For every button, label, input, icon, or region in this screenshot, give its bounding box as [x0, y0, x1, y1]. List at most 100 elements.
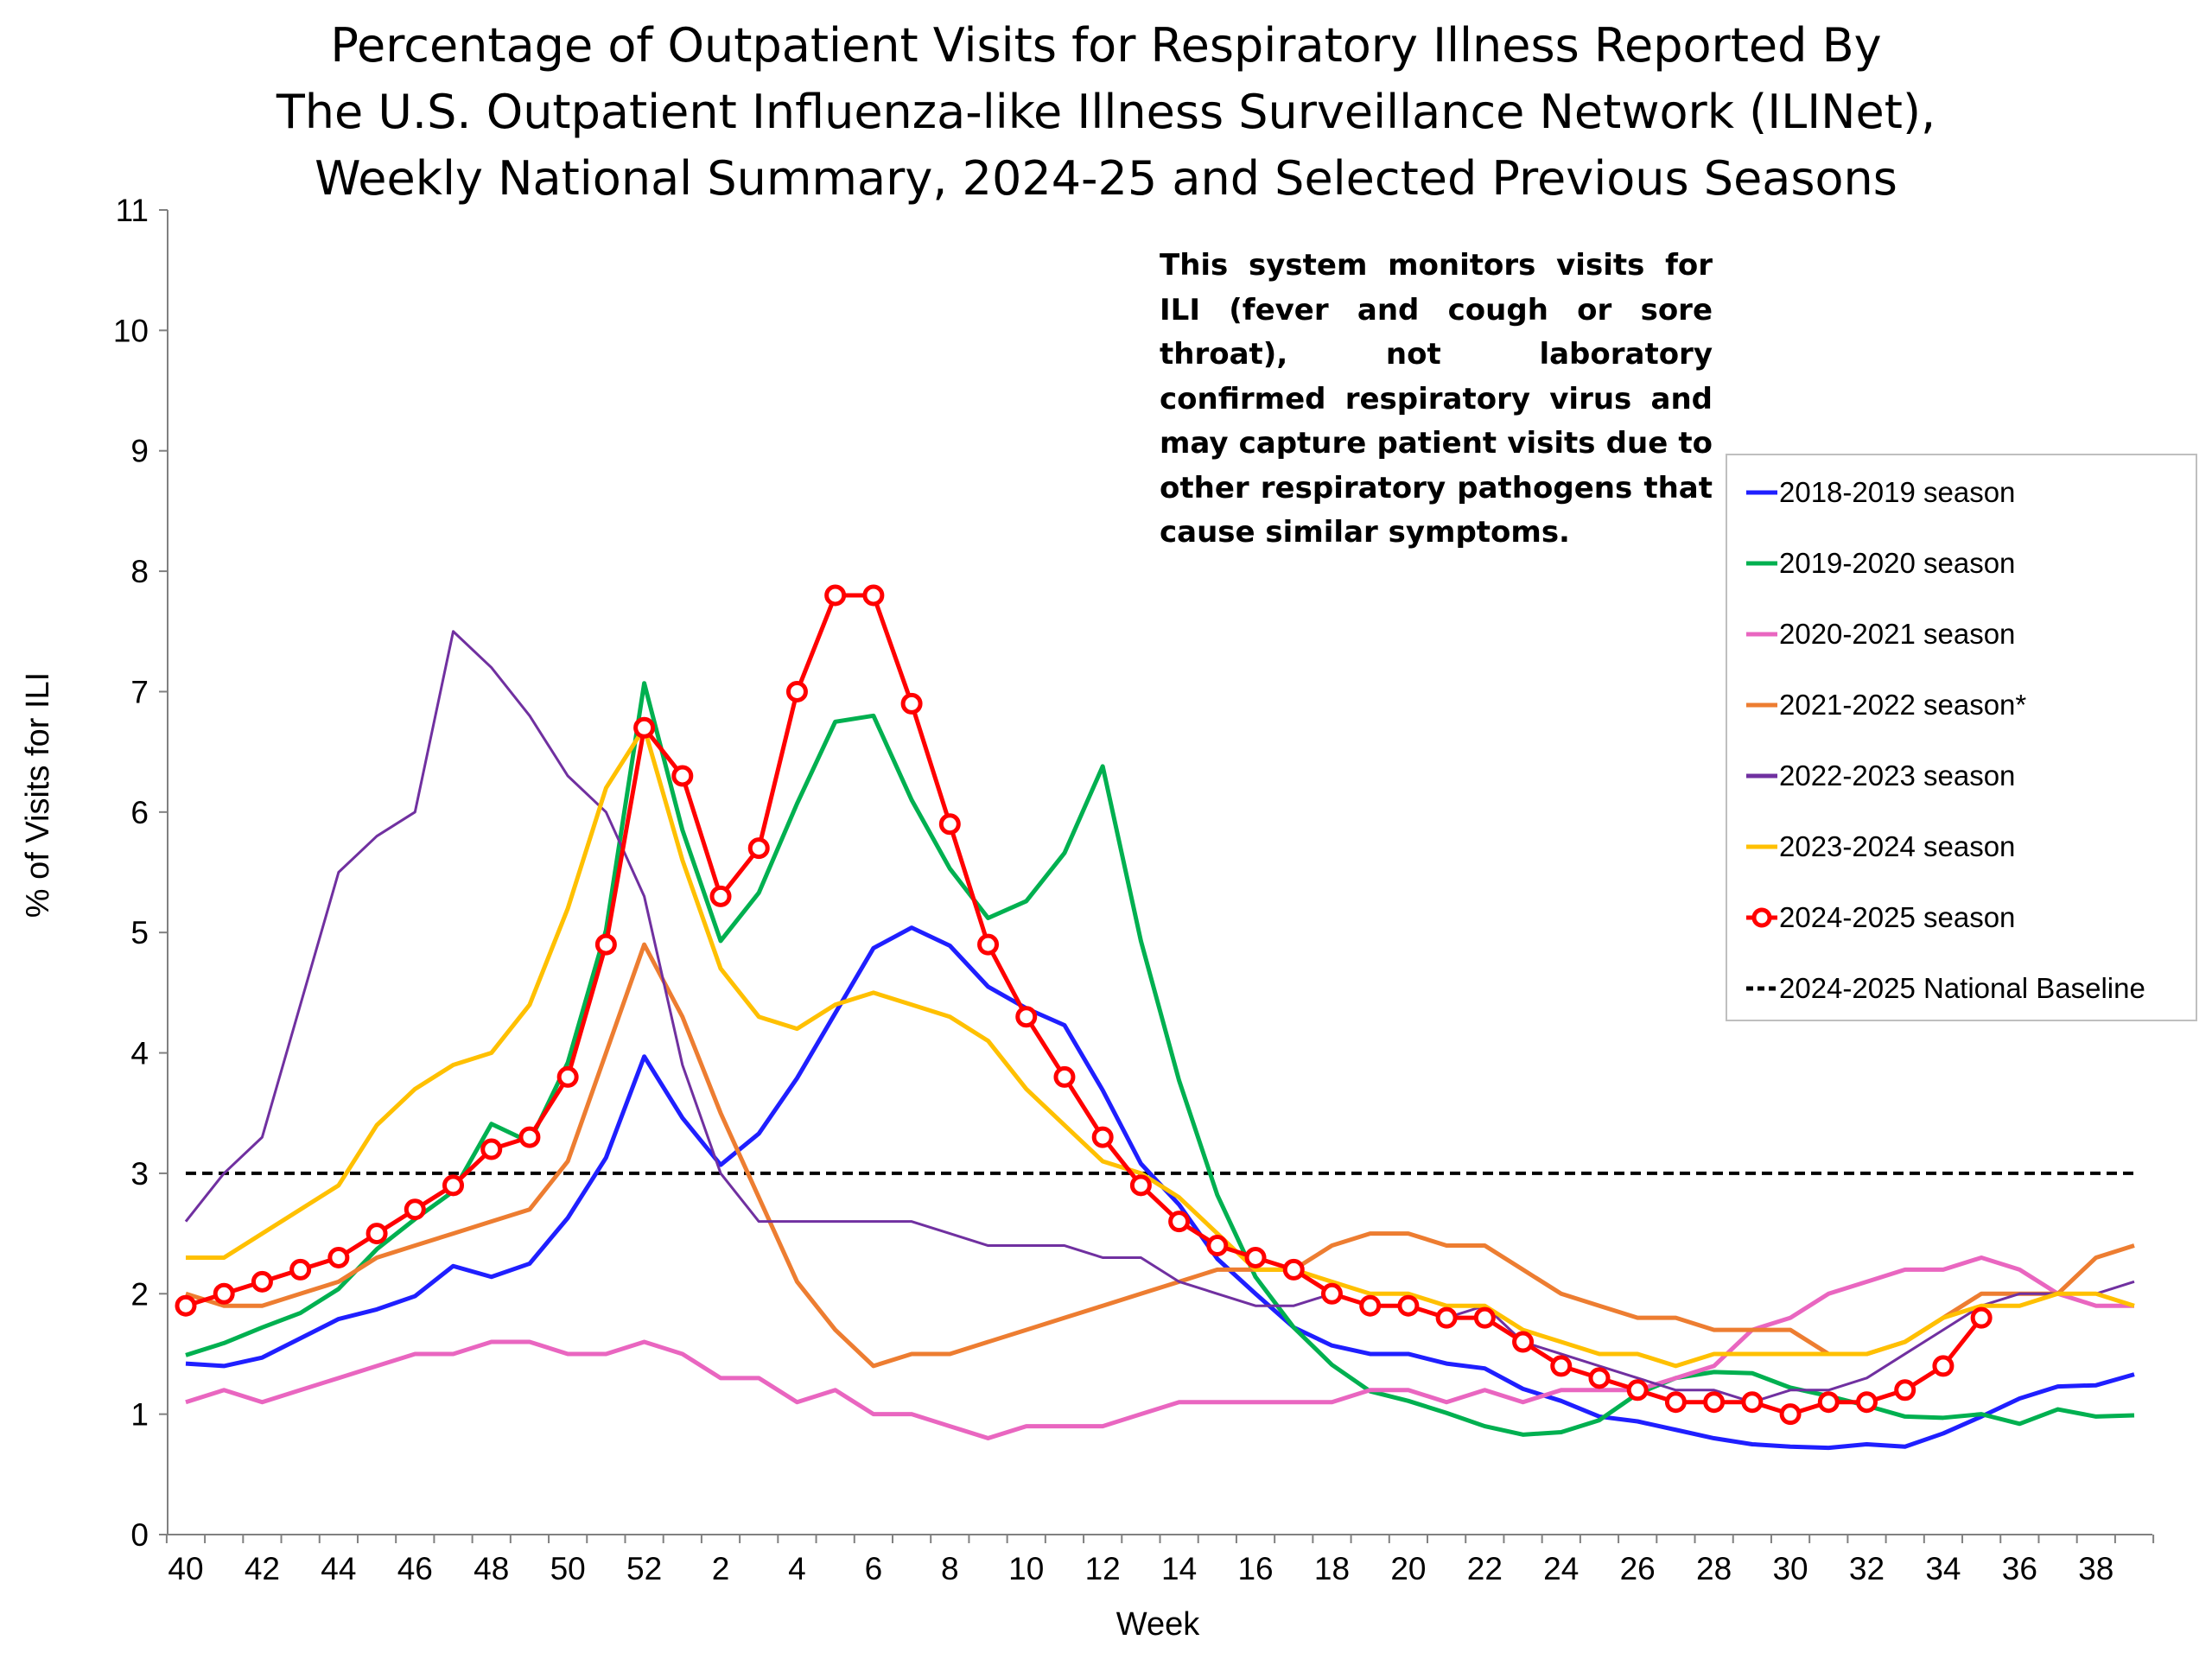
chart-title-line: Percentage of Outpatient Visits for Resp…	[330, 18, 1882, 73]
data-point	[1015, 1006, 1038, 1028]
data-point	[1282, 1258, 1305, 1281]
legend-swatch	[1746, 986, 1777, 991]
x-tick-label: 18	[1314, 1551, 1350, 1586]
data-point	[1359, 1294, 1382, 1317]
x-tick-label: 48	[474, 1551, 509, 1586]
data-point	[709, 885, 732, 907]
legend-label: 2021-2022 season*	[1779, 689, 2027, 721]
series-2023-2024-season	[186, 725, 2135, 1369]
data-point	[442, 1174, 465, 1197]
series-line	[184, 630, 2135, 1404]
data-point	[1091, 1126, 1114, 1148]
data-point	[1512, 1331, 1535, 1353]
x-tick-label: 52	[626, 1551, 662, 1586]
x-tick-label: 42	[245, 1551, 280, 1586]
series-line	[186, 725, 2135, 1369]
x-tick-label: 44	[321, 1551, 356, 1586]
legend-label: 2023-2024 season	[1779, 830, 2016, 862]
data-point	[1741, 1391, 1764, 1414]
data-point	[1473, 1306, 1496, 1329]
x-tick-label: 8	[941, 1551, 959, 1586]
data-point	[251, 1270, 273, 1293]
data-point	[1550, 1355, 1573, 1377]
x-tick-label: 6	[865, 1551, 883, 1586]
series-2022-2023-season	[184, 630, 2135, 1404]
data-point	[556, 1065, 579, 1088]
y-tick-label: 8	[130, 554, 149, 589]
legend-item: 2018-2019 season	[1745, 475, 2015, 510]
data-point	[1244, 1246, 1267, 1268]
data-point	[1817, 1391, 1840, 1414]
data-point	[1168, 1211, 1191, 1233]
series-2021-2022-season-	[185, 942, 2135, 1369]
y-tick-label: 5	[130, 915, 149, 950]
data-point	[938, 813, 961, 836]
legend-item: 2021-2022 season*	[1745, 688, 2026, 722]
data-point	[1779, 1403, 1802, 1426]
chart-title-line: The U.S. Outpatient Influenza-like Illne…	[276, 85, 1936, 139]
x-tick-label: 16	[1237, 1551, 1273, 1586]
legend-label: 2019-2020 season	[1779, 547, 2016, 579]
legend-label: 2024-2025 season	[1779, 901, 2016, 933]
legend-swatch	[1746, 773, 1777, 779]
y-tick-label: 1	[130, 1397, 149, 1433]
x-tick-label: 10	[1008, 1551, 1044, 1586]
data-point	[1626, 1379, 1649, 1402]
legend: 2018-2019 season 2019-2020 season 2020-202…	[1726, 454, 2197, 1021]
x-tick-label: 50	[550, 1551, 586, 1586]
legend-item: 2020-2021 season	[1745, 617, 2015, 652]
series-2019-2020-season	[185, 681, 2135, 1437]
x-axis-label: Week	[1116, 1606, 1200, 1643]
legend-item: 2023-2024 season	[1745, 830, 2015, 864]
data-point	[1894, 1379, 1916, 1402]
legend-swatch	[1746, 844, 1777, 849]
y-tick-label: 7	[130, 674, 149, 709]
x-tick-label: 40	[168, 1551, 203, 1586]
x-tick-label: 24	[1543, 1551, 1579, 1586]
legend-label: 2020-2021 season	[1779, 618, 2016, 650]
data-point	[404, 1198, 426, 1221]
legend-swatch	[1746, 907, 1777, 928]
data-point	[1435, 1306, 1458, 1329]
data-point	[900, 692, 923, 715]
x-tick-label: 20	[1390, 1551, 1426, 1586]
legend-item: 2024-2025 season	[1745, 900, 2015, 935]
x-tick-label: 22	[1467, 1551, 1503, 1586]
x-tick-label: 36	[2002, 1551, 2037, 1586]
data-point	[289, 1258, 312, 1281]
series-line	[185, 593, 1984, 1417]
x-tick-label: 14	[1161, 1551, 1197, 1586]
x-tick-label: 32	[1849, 1551, 1885, 1586]
legend-label: 2024-2025 National Baseline	[1779, 972, 2145, 1004]
data-point	[594, 933, 617, 956]
x-tick-label: 46	[397, 1551, 433, 1586]
x-tick-label: 12	[1085, 1551, 1121, 1586]
series-line	[185, 1255, 2134, 1441]
series-2024-2025-season	[175, 584, 1993, 1426]
x-tick-label: 30	[1772, 1551, 1808, 1586]
y-tick-label: 4	[130, 1036, 149, 1071]
legend-swatch	[1746, 702, 1777, 708]
data-point	[518, 1126, 541, 1148]
data-point	[480, 1138, 503, 1160]
data-point	[824, 584, 847, 607]
x-tick-label: 4	[788, 1551, 806, 1586]
series-line	[185, 681, 2135, 1437]
chart-annotation: This system monitors visits for ILI (fev…	[1160, 248, 1713, 550]
data-point	[327, 1246, 350, 1268]
data-point	[1053, 1065, 1076, 1088]
legend-label: 2022-2023 season	[1779, 760, 2016, 791]
y-tick-label: 11	[116, 193, 149, 228]
data-point	[785, 680, 808, 702]
data-point	[671, 765, 694, 787]
data-point	[1703, 1391, 1726, 1414]
legend-item: 2022-2023 season	[1745, 759, 2015, 793]
data-point	[977, 933, 1000, 956]
data-point	[1855, 1391, 1878, 1414]
y-tick-label: 10	[113, 313, 149, 348]
x-tick-label: 34	[1925, 1551, 1961, 1586]
x-tick-label: 28	[1696, 1551, 1732, 1586]
y-tick-label: 6	[130, 795, 149, 830]
y-tick-label: 2	[130, 1276, 149, 1312]
